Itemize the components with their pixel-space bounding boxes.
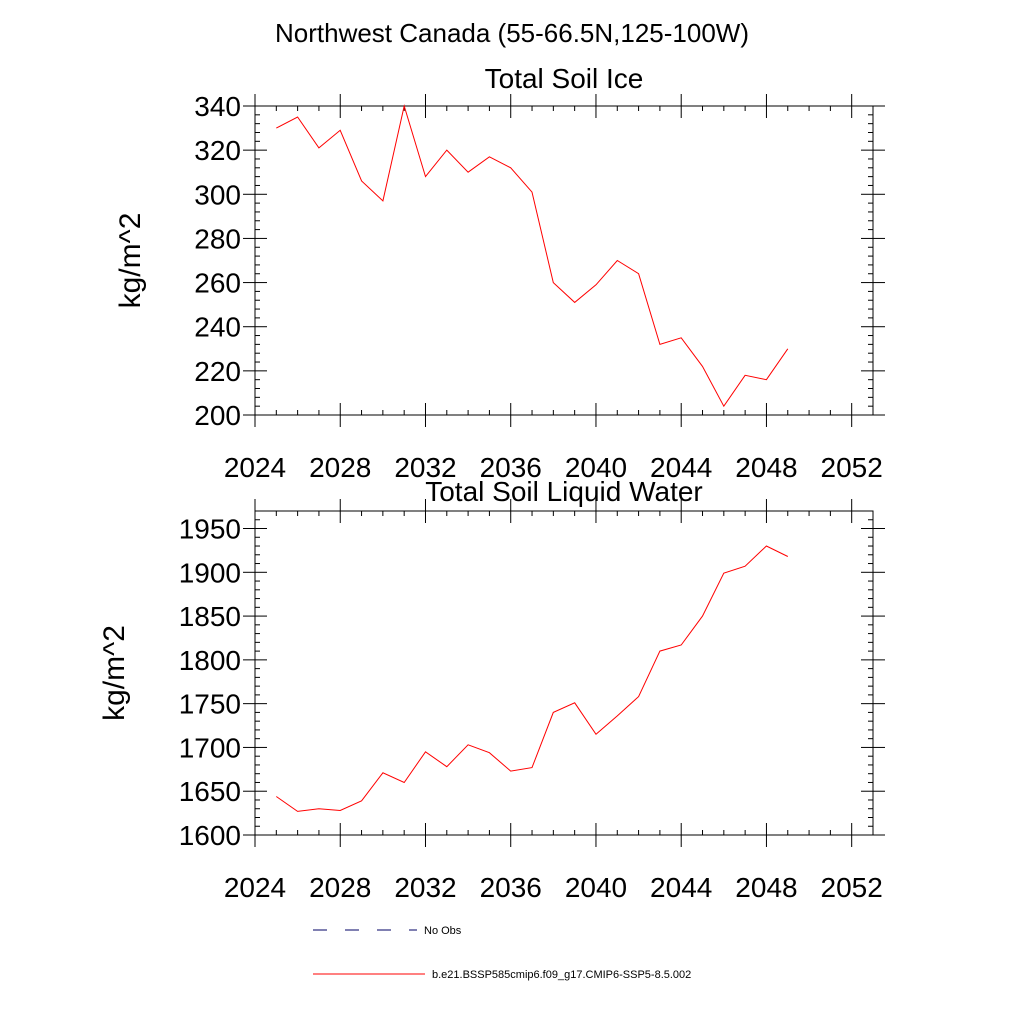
panel-total-soil-liquid-water: Total Soil Liquid Water 2024 2028 2032 2036 2… bbox=[98, 476, 885, 903]
x-tick-label: 2024 bbox=[224, 452, 286, 483]
y-tick-label: 220 bbox=[194, 356, 241, 387]
y-tick-label: 320 bbox=[194, 135, 241, 166]
series-line bbox=[276, 104, 789, 408]
legend-label: b.e21.BSSP585cmip6.f09_g17.CMIP6-SSP5-8.… bbox=[432, 969, 691, 981]
y-tick-label: 240 bbox=[194, 312, 241, 343]
legend: No Obs b.e21.BSSP585cmip6.f09_g17.CMIP6-S… bbox=[313, 925, 691, 981]
y-tick-label: 1600 bbox=[179, 820, 241, 851]
panel-title: Total Soil Ice bbox=[485, 63, 644, 94]
figure-suptitle: Northwest Canada (55-66.5N,125-100W) bbox=[275, 18, 749, 48]
y-tick-label: 300 bbox=[194, 179, 241, 210]
y-tick-label: 1750 bbox=[179, 689, 241, 720]
x-tick-label: 2032 bbox=[394, 872, 456, 903]
plot-frame bbox=[254, 510, 874, 836]
legend-label: No Obs bbox=[424, 925, 462, 937]
series-line bbox=[276, 545, 789, 812]
y-tick-label: 1650 bbox=[179, 776, 241, 807]
x-tick-label: 2040 bbox=[565, 452, 627, 483]
panel-total-soil-ice: Total Soil Ice 2024 2028 2032 2036 2040 2044 20… bbox=[114, 63, 885, 483]
panel-title: Total Soil Liquid Water bbox=[425, 476, 703, 507]
x-tick-label: 2048 bbox=[735, 872, 797, 903]
x-tick-label: 2044 bbox=[650, 872, 712, 903]
x-tick-label: 2040 bbox=[565, 872, 627, 903]
y-tick-label: 1850 bbox=[179, 601, 241, 632]
y-tick-label: 1950 bbox=[179, 514, 241, 545]
y-tick-label: 1900 bbox=[179, 557, 241, 588]
x-tick-label: 2032 bbox=[394, 452, 456, 483]
legend-item: No Obs bbox=[313, 925, 462, 937]
y-tick-label: 340 bbox=[194, 91, 241, 122]
y-tick-label: 1800 bbox=[179, 645, 241, 676]
y-axis-label: kg/m^2 bbox=[114, 213, 147, 309]
x-tick-label: 2036 bbox=[480, 452, 542, 483]
plot-frame bbox=[254, 105, 874, 416]
x-tick-label: 2052 bbox=[821, 452, 883, 483]
x-tick-label: 2044 bbox=[650, 452, 712, 483]
x-tick-label: 2048 bbox=[735, 452, 797, 483]
y-tick-label: 280 bbox=[194, 223, 241, 254]
x-tick-label: 2024 bbox=[224, 872, 286, 903]
x-tick-label: 2036 bbox=[480, 872, 542, 903]
legend-item: b.e21.BSSP585cmip6.f09_g17.CMIP6-SSP5-8.… bbox=[313, 969, 691, 981]
x-tick-label: 2028 bbox=[309, 872, 371, 903]
x-tick-label: 2028 bbox=[309, 452, 371, 483]
y-axis-label: kg/m^2 bbox=[98, 625, 131, 721]
y-tick-label: 260 bbox=[194, 268, 241, 299]
x-tick-label: 2052 bbox=[821, 872, 883, 903]
y-tick-label: 1700 bbox=[179, 732, 241, 763]
y-tick-label: 200 bbox=[194, 400, 241, 431]
